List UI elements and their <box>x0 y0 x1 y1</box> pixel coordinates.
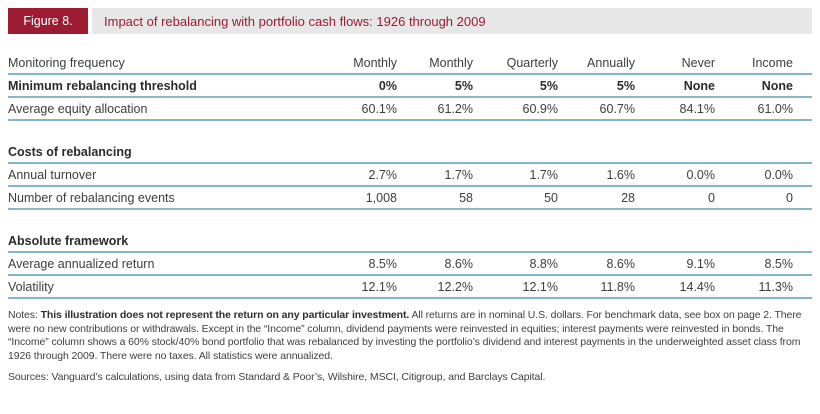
notes-paragraph: Notes: This illustration does not repres… <box>8 309 812 363</box>
table-cell: 0% <box>378 78 397 93</box>
table-cell: 2.7% <box>368 167 398 182</box>
table-cell: 8.6% <box>606 256 636 271</box>
table-cell: 9.1% <box>686 256 716 271</box>
table-cell: 28 <box>621 190 635 205</box>
row-label: Number of rebalancing events <box>8 190 175 205</box>
row-label: Volatility <box>8 279 54 294</box>
table-row-monitoring-frequency: Monitoring frequency Monthly Monthly Qua… <box>8 52 812 75</box>
row-label: Average annualized return <box>8 256 155 271</box>
table-cell: Monthly <box>353 55 397 70</box>
table-cell: 11.3% <box>758 279 793 294</box>
table-cell: 5% <box>539 78 558 93</box>
table-cell: 12.2% <box>437 279 473 294</box>
table-cell: Never <box>681 55 715 70</box>
table-row-number-of-rebalancing-events: Number of rebalancing events 1,008 58 50… <box>8 187 812 210</box>
table-cell: 1.6% <box>606 167 636 182</box>
table-cell: 8.5% <box>368 256 398 271</box>
table-cell: 12.1% <box>522 279 558 294</box>
table-cell: 14.4% <box>679 279 715 294</box>
table-cell: 60.1% <box>361 101 397 116</box>
table-cell: 11.8% <box>600 279 635 294</box>
table-row-annual-turnover: Annual turnover 2.7% 1.7% 1.7% 1.6% 0.0%… <box>8 164 812 187</box>
table-cell: 0 <box>786 190 793 205</box>
table-cell: 61.2% <box>437 101 473 116</box>
table-cell: 8.6% <box>444 256 474 271</box>
row-label: Minimum rebalancing threshold <box>8 78 197 93</box>
table-cell: Monthly <box>429 55 473 70</box>
table-cell: 60.9% <box>522 101 558 116</box>
row-label: Average equity allocation <box>8 101 148 116</box>
table-row-average-annualized-return: Average annualized return 8.5% 8.6% 8.8%… <box>8 253 812 276</box>
section-header-costs-of-rebalancing: Costs of rebalancing <box>8 141 812 164</box>
table-cell: 84.1% <box>679 101 715 116</box>
table-cell: 0 <box>708 190 715 205</box>
table-cell: 5% <box>454 78 473 93</box>
table-cell: 1,008 <box>365 190 397 205</box>
table-cell: 0.0% <box>686 167 716 182</box>
table-cell: 1.7% <box>529 167 559 182</box>
figure-header-divider <box>88 8 92 34</box>
table-cell: 61.0% <box>757 101 793 116</box>
table-cell: 1.7% <box>444 167 474 182</box>
table-cell: 0.0% <box>764 167 794 182</box>
table-cell: 12.1% <box>361 279 397 294</box>
row-label: Monitoring frequency <box>8 55 125 70</box>
sources-line: Sources: Vanguard’s calculations, using … <box>8 371 546 383</box>
section-spacer <box>8 210 812 230</box>
row-label: Annual turnover <box>8 167 97 182</box>
notes-body: All returns are in nominal U.S. dollars.… <box>8 309 802 362</box>
table-row-minimum-threshold: Minimum rebalancing threshold 0% 5% 5% 5… <box>8 75 812 98</box>
notes-bold-disclaimer: This illustration does not represent the… <box>40 309 410 321</box>
rebalancing-table: Monitoring frequency Monthly Monthly Qua… <box>8 52 812 299</box>
section-spacer <box>8 121 812 141</box>
table-row-volatility: Volatility 12.1% 12.2% 12.1% 11.8% 14.4%… <box>8 276 812 299</box>
table-cell: 60.7% <box>599 101 635 116</box>
table-cell: 58 <box>459 190 473 205</box>
table-cell: 5% <box>616 78 635 93</box>
table-cell: Quarterly <box>506 55 558 70</box>
notes-prefix: Notes: <box>8 309 41 321</box>
table-cell: 8.8% <box>529 256 559 271</box>
section-header-absolute-framework: Absolute framework <box>8 230 812 253</box>
table-cell: 8.5% <box>764 256 794 271</box>
table-cell: Annually <box>587 55 635 70</box>
table-row-average-equity-allocation: Average equity allocation 60.1% 61.2% 60… <box>8 98 812 121</box>
figure-number-badge: Figure 8. <box>8 8 88 34</box>
table-cell: Income <box>752 55 793 70</box>
figure-title: Impact of rebalancing with portfolio cas… <box>92 8 812 34</box>
table-cell: None <box>683 78 715 93</box>
table-cell: None <box>761 78 793 93</box>
table-cell: 50 <box>544 190 558 205</box>
figure-header: Figure 8. Impact of rebalancing with por… <box>8 8 812 34</box>
